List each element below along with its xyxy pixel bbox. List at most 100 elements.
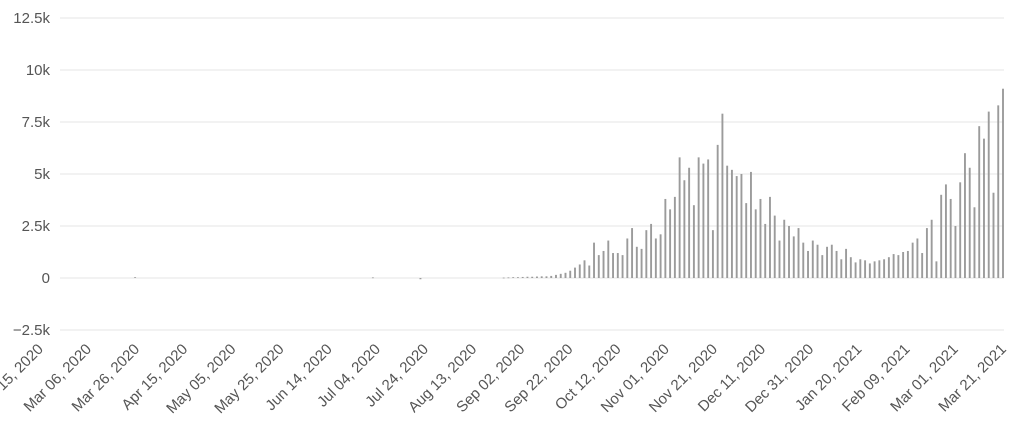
bar [526,276,529,278]
bar [773,215,776,278]
bar [849,257,852,278]
y-tick-label: 5k [34,166,50,183]
bar [973,207,976,278]
bar [992,192,995,278]
bar [726,165,729,278]
bar [669,209,672,278]
bar [892,254,895,278]
bar [978,126,981,278]
bar [650,223,653,278]
bar [788,226,790,278]
bar [593,242,595,278]
y-tick-label: 0 [42,270,50,287]
y-tick-label: 2.5k [22,218,51,235]
bar [916,238,919,278]
bar [371,277,374,279]
bar [745,203,748,278]
bar [859,259,862,278]
bar [959,182,962,278]
bar [816,244,819,278]
bar [769,196,771,278]
bar [878,260,881,278]
bar [1002,88,1004,278]
bar [583,260,586,278]
bar [721,113,724,279]
bar [964,153,966,278]
bar [692,205,695,278]
bar [578,264,581,278]
bar [930,219,933,278]
bar [507,277,510,279]
bar [997,105,1000,278]
bar [750,171,752,278]
bar [645,230,648,278]
bars [134,88,1004,280]
bar [845,248,848,278]
bar [707,159,710,278]
bar [783,219,786,278]
bar [569,270,572,278]
bar [764,223,767,278]
bar [597,255,600,278]
bar [735,176,738,278]
bar [968,167,971,278]
bar [759,198,762,278]
bar [640,248,643,278]
bar [607,240,610,278]
bar [826,246,828,278]
bar [134,277,137,278]
bar [983,138,985,278]
bar [540,276,543,278]
bar [711,230,714,278]
bar [555,274,557,278]
bar [559,273,562,278]
bar [883,259,886,278]
bar [864,260,867,278]
bar [564,272,567,278]
bar [588,265,591,278]
bar [730,169,733,278]
gridlines [60,17,1004,331]
bar [626,238,629,278]
bar [797,228,800,278]
bar [659,234,662,278]
bar [688,167,691,278]
bar [621,255,624,278]
bar [516,277,519,278]
bar [778,240,781,278]
bar [911,242,914,278]
bar [830,244,833,278]
bar [854,262,857,278]
bar [921,253,924,278]
bar [754,209,757,278]
bar [792,236,795,278]
bar [902,252,905,278]
bar [531,276,534,278]
bar [602,250,605,278]
bar [616,253,619,278]
bar [897,255,900,278]
bar [935,261,938,278]
bar [521,276,524,278]
bar [631,228,634,278]
bar [574,267,576,278]
y-tick-label: 10k [26,62,51,79]
y-tick-label: 7.5k [22,114,51,131]
y-tick-label: −2.5k [13,322,51,339]
bar [887,257,890,278]
bar [840,259,843,278]
bar [868,263,871,278]
bar [654,238,657,278]
bar [702,163,705,278]
y-axis-ticks: −2.5k 0 2.5k 5k 7.5k 10k 12.5k [13,10,51,339]
y-tick-label: 12.5k [13,10,50,27]
bar [949,198,952,278]
bar [673,196,676,278]
bar [987,111,990,278]
bar [954,226,957,278]
bar [697,157,700,278]
bar [536,276,538,278]
bar [944,184,947,278]
